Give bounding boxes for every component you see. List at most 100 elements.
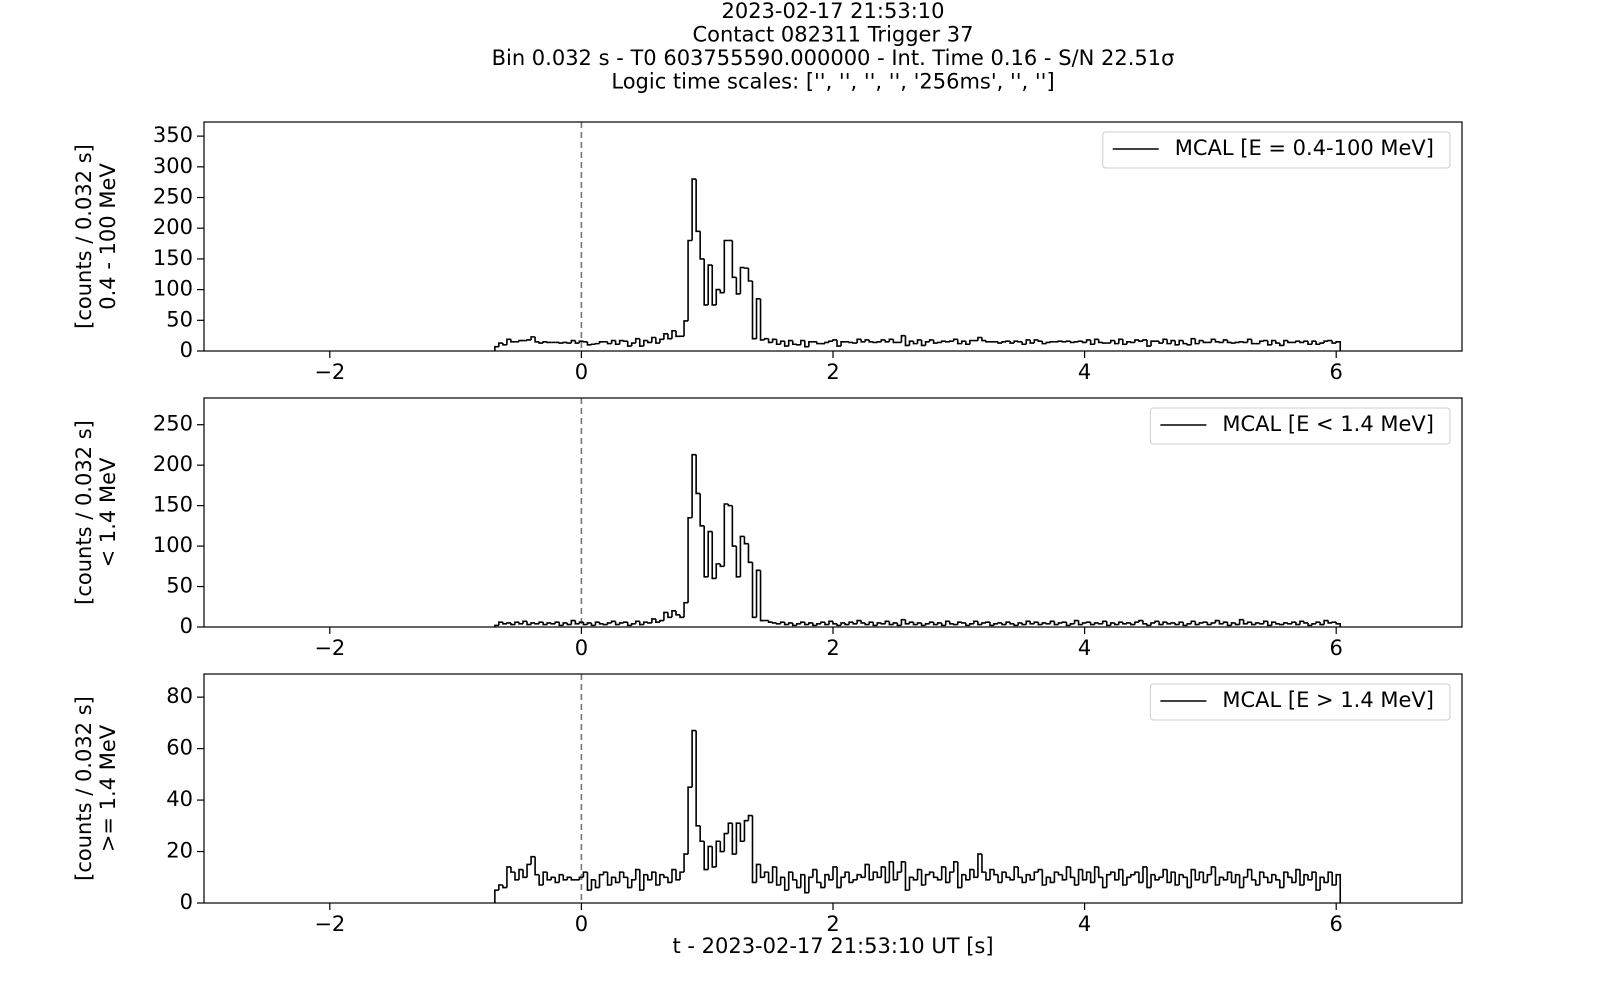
histogram-bin xyxy=(1198,339,1204,344)
histogram-bin xyxy=(626,877,632,889)
histogram-bin xyxy=(860,620,866,624)
histogram-bin xyxy=(663,874,668,879)
histogram-bin xyxy=(550,876,556,880)
histogram-bin xyxy=(1142,339,1147,342)
legend-box xyxy=(1149,407,1451,445)
histogram-bin xyxy=(498,342,503,347)
histogram-bin xyxy=(944,620,950,626)
histogram-bin xyxy=(916,868,922,880)
histogram-bin xyxy=(908,340,914,346)
histogram-bin xyxy=(570,619,576,625)
histogram-bin xyxy=(687,239,693,321)
histogram-bin xyxy=(566,342,572,344)
histogram-bin xyxy=(1061,874,1067,881)
histogram-bin xyxy=(546,872,552,881)
x-tick-label: −2 xyxy=(314,360,345,384)
histogram-bin xyxy=(1089,872,1095,884)
histogram-bin xyxy=(630,879,636,888)
histogram-bin xyxy=(747,814,753,821)
histogram-bin xyxy=(888,861,894,883)
histogram-bin xyxy=(1254,622,1260,625)
histogram-bin xyxy=(820,621,825,624)
histogram-bin xyxy=(896,871,902,880)
histogram-bin xyxy=(940,340,946,343)
histogram-bin xyxy=(1174,340,1180,346)
histogram-bin xyxy=(618,339,624,345)
histogram-bin xyxy=(679,614,685,619)
histogram-bin xyxy=(659,873,664,885)
histogram-bin xyxy=(952,338,958,342)
histogram-bin xyxy=(538,874,544,886)
histogram-bin xyxy=(1077,868,1083,885)
histogram-bin xyxy=(582,340,588,343)
histogram-bin xyxy=(791,872,797,881)
histogram-bin xyxy=(1190,620,1196,624)
histogram-bin xyxy=(1105,873,1111,888)
histogram-bin xyxy=(586,341,592,346)
histogram-bin xyxy=(574,340,580,344)
histogram-bin xyxy=(510,622,515,626)
histogram-bin xyxy=(804,622,809,626)
y-axis-label: [counts / 0.032 s] xyxy=(72,696,96,881)
legend-label: MCAL [E < 1.4 MeV] xyxy=(1222,412,1434,436)
histogram-bin xyxy=(948,621,954,625)
y-tick-label: 200 xyxy=(153,215,193,239)
x-tick-label: 6 xyxy=(1330,912,1343,936)
histogram-bin xyxy=(1291,621,1296,624)
histogram-bin xyxy=(1045,622,1051,625)
histogram-bin xyxy=(1101,877,1107,889)
histogram-bin xyxy=(1222,339,1228,343)
histogram-bin xyxy=(872,622,878,627)
histogram-bin xyxy=(828,340,833,343)
histogram-bin xyxy=(1279,879,1284,889)
histogram-bin xyxy=(1210,338,1216,343)
histogram-bin xyxy=(1178,873,1184,885)
histogram-bin xyxy=(864,863,870,878)
y-tick-label: 350 xyxy=(153,123,193,147)
chart-title: Contact 082311 Trigger 37 xyxy=(692,23,973,47)
histogram-bin xyxy=(852,622,858,625)
histogram-bin xyxy=(1190,868,1196,888)
histogram-bin xyxy=(787,339,793,347)
histogram-bin xyxy=(1166,339,1172,345)
histogram-bin xyxy=(840,876,846,888)
axes-frame xyxy=(203,673,1463,904)
histogram-bin xyxy=(590,343,596,346)
histogram-bin xyxy=(1311,340,1317,345)
histogram-bin xyxy=(1017,622,1023,626)
y-tick-label: 80 xyxy=(166,684,193,708)
x-tick-label: 4 xyxy=(1078,912,1091,936)
histogram-bin xyxy=(723,239,729,293)
histogram-bin xyxy=(1065,622,1071,627)
histogram-bin xyxy=(1186,343,1192,346)
histogram-bin xyxy=(538,621,544,624)
histogram-bin xyxy=(667,877,672,884)
histogram-bin xyxy=(1186,622,1192,626)
histogram-bin xyxy=(1122,869,1127,886)
legend-box xyxy=(1149,683,1451,721)
histogram-bin xyxy=(1242,619,1248,625)
histogram-bin xyxy=(1097,866,1103,879)
histogram-bin xyxy=(997,622,1003,624)
histogram-bin xyxy=(1226,339,1232,344)
y-tick-label: 150 xyxy=(153,493,193,517)
histogram-bin xyxy=(1021,622,1027,626)
histogram-bin xyxy=(1162,621,1168,625)
histogram-bin xyxy=(932,872,938,879)
histogram-bin xyxy=(687,516,693,603)
histogram-bin xyxy=(952,623,958,626)
histogram-bin xyxy=(1150,340,1156,347)
histogram-bin xyxy=(546,622,552,625)
histogram-bin xyxy=(1254,879,1260,886)
histogram-bin xyxy=(634,620,640,624)
y-axis-label: 0.4 - 100 MeV xyxy=(96,163,120,310)
histogram-bin xyxy=(1182,340,1188,345)
histogram-bin xyxy=(606,341,612,345)
histogram-bin xyxy=(961,873,966,888)
histogram-bin xyxy=(1323,340,1329,344)
histogram-bin xyxy=(908,876,914,891)
histogram-bin xyxy=(1029,621,1035,625)
y-tick-label: 40 xyxy=(166,787,193,811)
histogram-bin xyxy=(956,861,962,889)
y-tick-label: 100 xyxy=(153,533,193,557)
